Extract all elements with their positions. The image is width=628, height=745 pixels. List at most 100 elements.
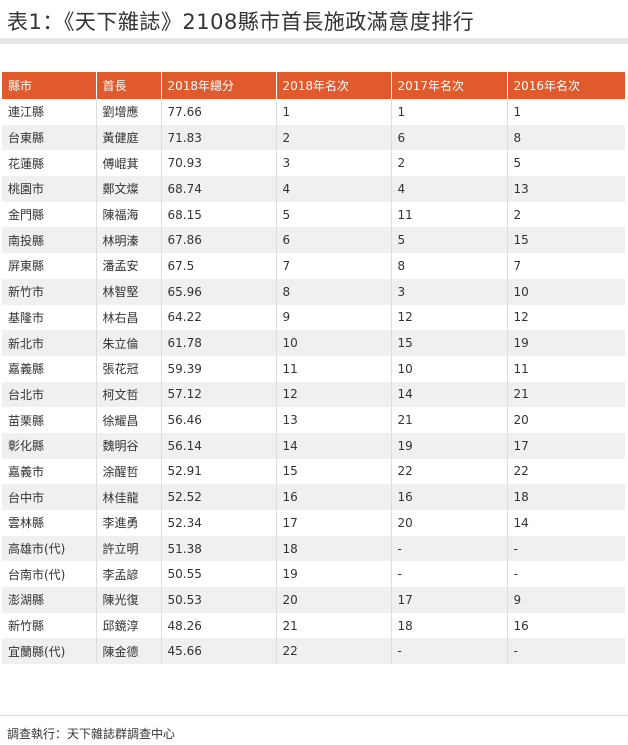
cell-2018-score: 48.26 [161, 612, 277, 639]
cell-2017-rank: 11 [391, 201, 508, 228]
cell-2016-rank: 17 [507, 432, 625, 459]
cell-2016-rank: 12 [507, 304, 625, 331]
cell-2016-rank: 21 [507, 381, 625, 408]
cell-city: 基隆市 [2, 304, 97, 331]
cell-mayor: 黃健庭 [96, 124, 162, 151]
cell-mayor: 涂醒哲 [96, 458, 162, 485]
cell-2018-score: 59.39 [161, 355, 277, 382]
cell-2016-rank: 11 [507, 355, 625, 382]
cell-2017-rank: 18 [391, 612, 508, 639]
cell-2017-rank: 12 [391, 304, 508, 331]
table-row: 苗栗縣 徐耀昌 56.46 13 21 20 [2, 407, 625, 433]
cell-mayor: 徐耀昌 [96, 407, 162, 433]
table-row: 台中市 林佳龍 52.52 16 16 18 [2, 484, 625, 510]
header-2016-rank: 2016年名次 [507, 72, 625, 99]
cell-2018-rank: 9 [276, 304, 392, 331]
cell-mayor: 潘孟安 [96, 253, 162, 279]
cell-2018-score: 45.66 [161, 638, 277, 665]
cell-city: 花蓮縣 [2, 150, 97, 177]
cell-2016-rank: - [507, 561, 625, 588]
cell-2016-rank: 15 [507, 227, 625, 254]
cell-2016-rank: 10 [507, 278, 625, 305]
cell-2016-rank: 7 [507, 253, 625, 279]
table-row: 澎湖縣 陳光復 50.53 20 17 9 [2, 587, 625, 613]
cell-2017-rank: 3 [391, 278, 508, 305]
cell-city: 連江縣 [2, 99, 97, 125]
cell-2017-rank: 2 [391, 150, 508, 177]
cell-city: 新北市 [2, 330, 97, 356]
table-row: 連江縣 劉增應 77.66 1 1 1 [2, 99, 625, 125]
cell-mayor: 朱立倫 [96, 330, 162, 356]
cell-city: 彰化縣 [2, 432, 97, 459]
cell-2016-rank: 22 [507, 458, 625, 485]
table-row: 宜蘭縣(代) 陳金德 45.66 22- - [2, 638, 625, 665]
cell-2017-rank: 8 [391, 253, 508, 279]
source-note: 調查執行：天下雜誌群調查中心 [7, 727, 176, 741]
cell-2018-rank: 14 [276, 432, 392, 459]
cell-city: 台北市 [2, 381, 97, 408]
cell-mayor: 劉增應 [96, 99, 162, 125]
cell-2016-rank: 18 [507, 484, 625, 510]
cell-2018-rank: 12 [276, 381, 392, 408]
table-row: 南投縣 林明溱 67.86 6 5 15 [2, 227, 625, 254]
cell-2018-score: 67.86 [161, 227, 277, 254]
cell-mayor: 林佳龍 [96, 484, 162, 510]
cell-2018-score: 68.74 [161, 176, 277, 202]
cell-2018-rank: 19 [276, 561, 392, 588]
cell-2018-score: 68.15 [161, 201, 277, 228]
cell-mayor: 陳福海 [96, 201, 162, 228]
table-row: 嘉義市 涂醒哲 52.91 15 22 22 [2, 458, 625, 485]
cell-2017-rank: 5 [391, 227, 508, 254]
cell-city: 嘉義縣 [2, 355, 97, 382]
cell-mayor: 鄭文燦 [96, 176, 162, 202]
table-row: 屏東縣 潘孟安 67.5 7 8 7 [2, 253, 625, 279]
cell-2018-rank: 16 [276, 484, 392, 510]
cell-city: 桃園市 [2, 176, 97, 202]
cell-2017-rank: 17 [391, 587, 508, 613]
cell-2016-rank: 16 [507, 612, 625, 639]
cell-2017-rank: 1 [391, 99, 508, 125]
cell-city: 雲林縣 [2, 510, 97, 536]
table-row: 台東縣 黃健庭 71.83 2 6 8 [2, 124, 625, 151]
ranking-table: 縣市 首長 2018年總分 2018年名次 2017年名次 2016年名次 連江… [2, 72, 625, 665]
cell-2018-score: 52.52 [161, 484, 277, 510]
table-row: 基隆市 林右昌 64.22 9 12 12 [2, 304, 625, 331]
cell-2016-rank: 8 [507, 124, 625, 151]
cell-2017-rank: 16 [391, 484, 508, 510]
cell-2016-rank: 19 [507, 330, 625, 356]
cell-2018-score: 57.12 [161, 381, 277, 408]
cell-mayor: 張花冠 [96, 355, 162, 382]
cell-mayor: 魏明谷 [96, 432, 162, 459]
table-row: 新竹縣 邱鏡淳 48.26 21 18 16 [2, 612, 625, 639]
table-row: 台南市(代) 李孟諺 50.55 19- - [2, 561, 625, 588]
cell-2018-score: 52.91 [161, 458, 277, 485]
cell-2016-rank: 14 [507, 510, 625, 536]
cell-2017-rank: 20 [391, 510, 508, 536]
cell-mayor: 林智堅 [96, 278, 162, 305]
cell-2018-rank: 3 [276, 150, 392, 177]
cell-2018-rank: 5 [276, 201, 392, 228]
cell-2018-rank: 22 [276, 638, 392, 665]
cell-2016-rank: 20 [507, 407, 625, 433]
cell-2016-rank: 1 [507, 99, 625, 125]
table-row: 新竹市 林智堅 65.96 8 3 10 [2, 278, 625, 305]
cell-2018-rank: 13 [276, 407, 392, 433]
cell-2018-rank: 4 [276, 176, 392, 202]
cell-2017-rank: - [391, 535, 508, 562]
cell-2017-rank: 19 [391, 432, 508, 459]
cell-2018-score: 65.96 [161, 278, 277, 305]
cell-city: 台中市 [2, 484, 97, 510]
cell-2018-score: 70.93 [161, 150, 277, 177]
cell-city: 高雄市(代) [2, 535, 97, 562]
cell-2016-rank: 5 [507, 150, 625, 177]
cell-mayor: 陳光復 [96, 587, 162, 613]
cell-2017-rank: 22 [391, 458, 508, 485]
title-divider [0, 38, 628, 44]
cell-2018-score: 52.34 [161, 510, 277, 536]
cell-city: 苗栗縣 [2, 407, 97, 433]
cell-city: 新竹縣 [2, 612, 97, 639]
cell-mayor: 許立明 [96, 535, 162, 562]
table-row: 台北市 柯文哲 57.12 12 14 21 [2, 381, 625, 408]
cell-2017-rank: 10 [391, 355, 508, 382]
cell-2017-rank: - [391, 561, 508, 588]
